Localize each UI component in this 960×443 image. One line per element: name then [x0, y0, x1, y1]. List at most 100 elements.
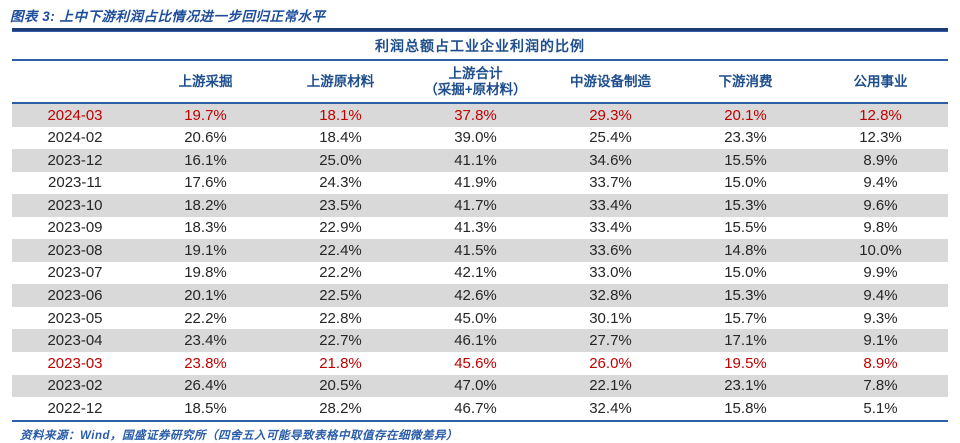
- row-value: 26.4%: [184, 377, 227, 395]
- table-row: 2023-03 23.8% 21.8% 45.6% 26.0% 19.5% 8.9%: [12, 352, 948, 375]
- row-value: 18.4%: [319, 129, 362, 147]
- row-value: 9.4%: [863, 287, 898, 305]
- row-value: 18.3%: [184, 219, 227, 237]
- row-value: 41.1%: [454, 151, 497, 169]
- table-row: 2022-12 18.5% 28.2% 46.7% 32.4% 15.8% 5.1%: [12, 397, 948, 420]
- table-row: 2023-12 16.1% 25.0% 41.1% 34.6% 15.5% 8.9%: [12, 149, 948, 172]
- row-value: 22.8%: [319, 309, 362, 327]
- row-value: 25.4%: [589, 129, 632, 147]
- row-value: 15.5%: [724, 151, 767, 169]
- row-value: 41.9%: [454, 174, 497, 192]
- row-value: 18.1%: [319, 106, 362, 124]
- row-date: 2022-12: [47, 399, 103, 417]
- row-value: 15.5%: [724, 219, 767, 237]
- row-value: 30.1%: [589, 309, 632, 327]
- row-value: 22.7%: [319, 332, 362, 350]
- row-value: 24.3%: [319, 174, 362, 192]
- row-value: 9.3%: [863, 309, 898, 327]
- row-value: 15.0%: [724, 174, 767, 192]
- row-value: 20.1%: [724, 106, 767, 124]
- source-note: 资料来源：Wind，国盛证券研究所（四舍五入可能导致表格中取值存在细微差异）: [20, 429, 458, 442]
- row-value: 42.6%: [454, 287, 497, 305]
- row-value: 22.5%: [319, 287, 362, 305]
- figure-title: 图表 3: 上中下游利润占比情况进一步回归正常水平: [10, 9, 326, 24]
- row-value: 42.1%: [454, 264, 497, 282]
- row-value: 15.8%: [724, 399, 767, 417]
- row-date: 2023-12: [47, 151, 103, 169]
- column-header: 上游合计 （采掘+原材料）: [424, 65, 527, 97]
- row-value: 33.0%: [589, 264, 632, 282]
- row-value: 23.3%: [724, 129, 767, 147]
- row-value: 28.2%: [319, 399, 362, 417]
- row-value: 8.9%: [863, 151, 898, 169]
- row-value: 21.8%: [319, 354, 362, 372]
- row-value: 23.4%: [184, 332, 227, 350]
- row-value: 33.4%: [589, 219, 632, 237]
- row-value: 41.7%: [454, 196, 497, 214]
- row-value: 20.6%: [184, 129, 227, 147]
- column-header: 下游消费: [718, 73, 773, 89]
- table-row: 2023-09 18.3% 22.9% 41.3% 33.4% 15.5% 9.8%: [12, 217, 948, 240]
- row-value: 23.5%: [319, 196, 362, 214]
- row-value: 29.3%: [589, 106, 632, 124]
- table-row: 2023-05 22.2% 22.8% 45.0% 30.1% 15.7% 9.3%: [12, 307, 948, 330]
- row-value: 22.4%: [319, 241, 362, 259]
- row-date: 2023-02: [47, 377, 103, 395]
- row-value: 9.1%: [863, 332, 898, 350]
- row-value: 32.4%: [589, 399, 632, 417]
- table-row: 2024-02 20.6% 18.4% 39.0% 25.4% 23.3% 12.3%: [12, 127, 948, 150]
- row-value: 19.7%: [184, 106, 227, 124]
- column-header: 公用事业: [853, 73, 908, 89]
- bottom-rule: [12, 419, 948, 422]
- table-span-header: 利润总额占工业企业利润的比例: [375, 38, 585, 54]
- row-value: 17.1%: [724, 332, 767, 350]
- row-value: 41.5%: [454, 241, 497, 259]
- row-value: 15.3%: [724, 287, 767, 305]
- row-value: 46.1%: [454, 332, 497, 350]
- row-value: 18.2%: [184, 196, 227, 214]
- table-row: 2023-10 18.2% 23.5% 41.7% 33.4% 15.3% 9.6%: [12, 194, 948, 217]
- row-date: 2023-04: [47, 332, 103, 350]
- row-value: 12.3%: [859, 129, 902, 147]
- row-value: 37.8%: [454, 106, 497, 124]
- row-value: 19.1%: [184, 241, 227, 259]
- row-date: 2023-09: [47, 219, 103, 237]
- row-value: 14.8%: [724, 241, 767, 259]
- row-value: 22.9%: [319, 219, 362, 237]
- row-value: 9.8%: [863, 219, 898, 237]
- row-value: 10.0%: [859, 241, 902, 259]
- row-value: 15.0%: [724, 264, 767, 282]
- row-date: 2023-10: [47, 196, 103, 214]
- row-value: 20.5%: [319, 377, 362, 395]
- table-body: 2024-03 19.7% 18.1% 37.8% 29.3% 20.1% 12.8% 202…: [12, 104, 948, 420]
- table-header-row: 上游采掘 上游原材料 上游合计 （采掘+原材料） 中游设备制造 下游消费 公用事业: [12, 61, 948, 104]
- row-value: 33.7%: [589, 174, 632, 192]
- row-date: 2023-08: [47, 241, 103, 259]
- row-value: 45.6%: [454, 354, 497, 372]
- row-value: 19.8%: [184, 264, 227, 282]
- row-date: 2024-03: [47, 106, 103, 124]
- column-header: 上游原材料: [306, 73, 375, 89]
- row-date: 2023-03: [47, 354, 103, 372]
- row-value: 18.5%: [184, 399, 227, 417]
- row-value: 8.9%: [863, 354, 898, 372]
- row-value: 15.7%: [724, 309, 767, 327]
- row-value: 34.6%: [589, 151, 632, 169]
- top-double-rule: [12, 28, 948, 32]
- row-value: 22.2%: [319, 264, 362, 282]
- span-header-rule: [12, 59, 948, 61]
- table-row: 2023-06 20.1% 22.5% 42.6% 32.8% 15.3% 9.4%: [12, 284, 948, 307]
- row-value: 25.0%: [319, 151, 362, 169]
- row-value: 12.8%: [859, 106, 902, 124]
- profit-share-table: 上游采掘 上游原材料 上游合计 （采掘+原材料） 中游设备制造 下游消费 公用事业 2024…: [12, 61, 948, 420]
- row-value: 9.4%: [863, 174, 898, 192]
- row-value: 7.8%: [863, 377, 898, 395]
- row-date: 2023-11: [48, 174, 102, 192]
- row-value: 16.1%: [184, 151, 227, 169]
- row-value: 19.5%: [724, 354, 767, 372]
- row-date: 2023-05: [47, 309, 103, 327]
- row-value: 33.6%: [589, 241, 632, 259]
- row-value: 17.6%: [184, 174, 227, 192]
- table-row: 2023-11 17.6% 24.3% 41.9% 33.7% 15.0% 9.4%: [12, 172, 948, 195]
- row-value: 9.6%: [863, 196, 898, 214]
